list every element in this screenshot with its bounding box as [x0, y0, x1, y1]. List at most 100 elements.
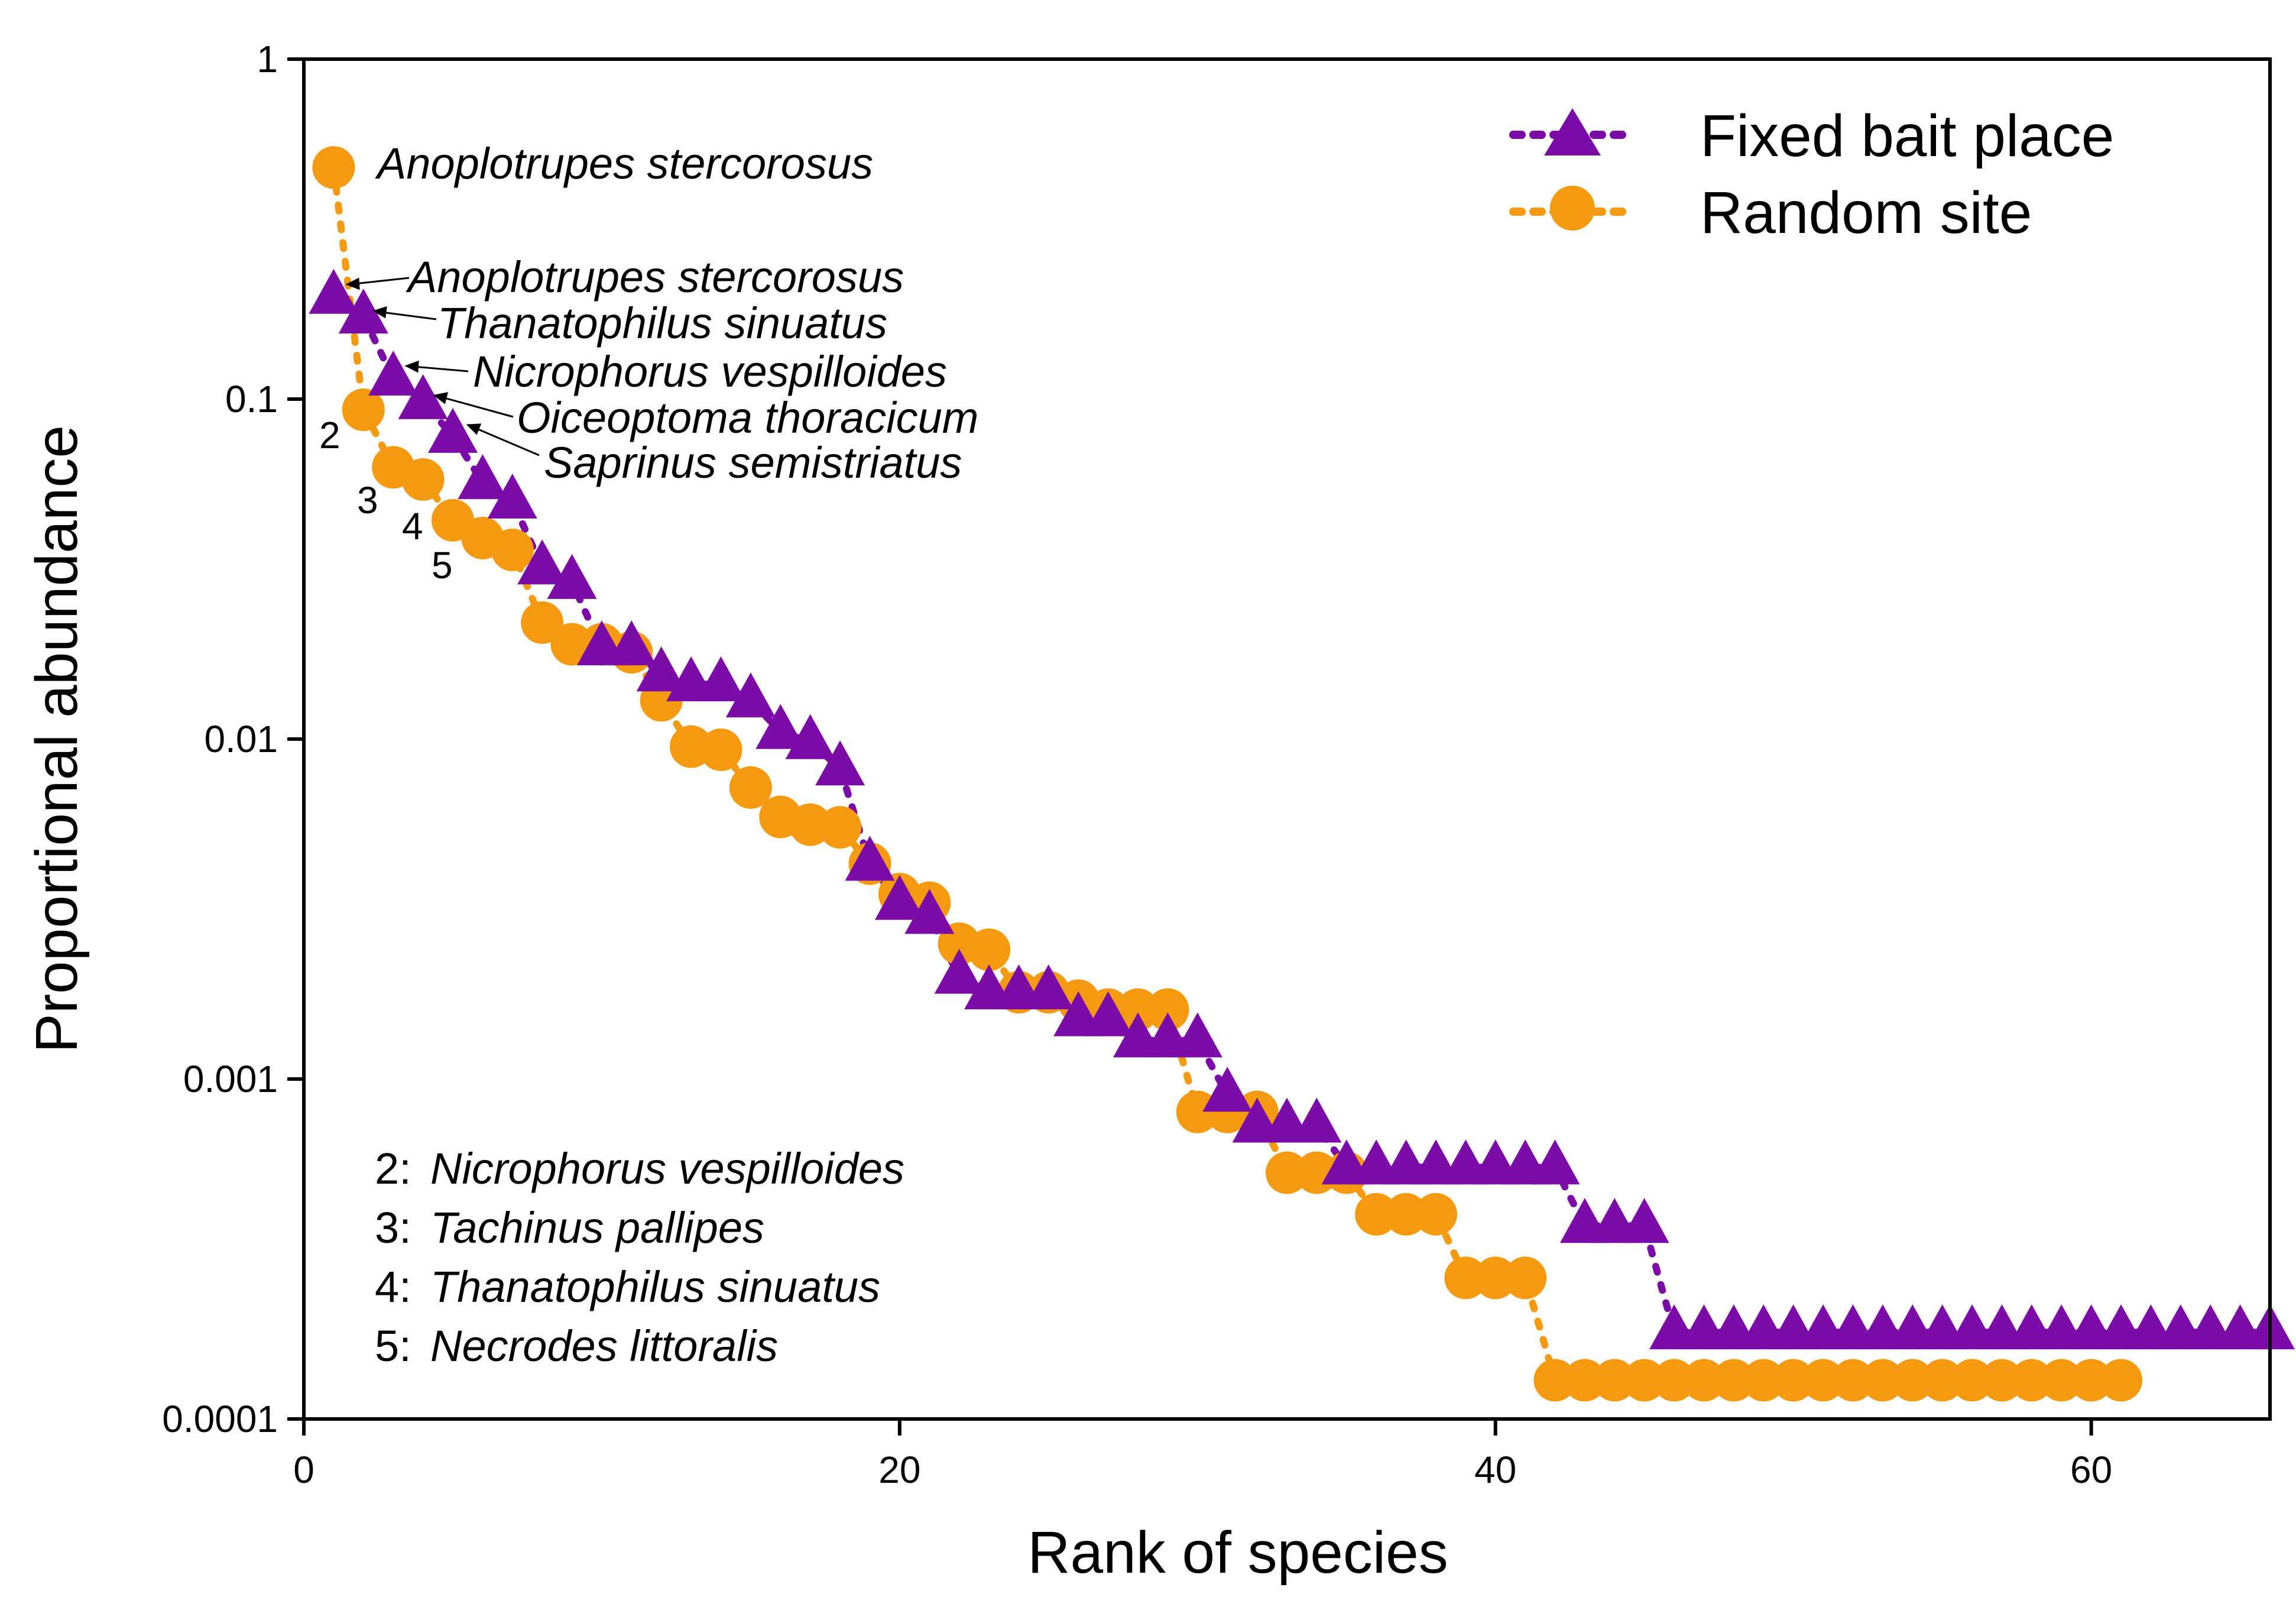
annotation-arrow [381, 311, 437, 320]
fixed-bait-point [309, 268, 359, 314]
random-site-point [1802, 1359, 1845, 1402]
fixed-bait-point [458, 454, 508, 500]
fixed-bait-point [874, 874, 925, 920]
annotation-arrowhead [466, 423, 482, 435]
random-site-point [1623, 1359, 1666, 1402]
random-site-point [1444, 1256, 1487, 1300]
fixed-bait-point [1202, 1067, 1253, 1112]
legend-random-marker-circle-icon [1550, 186, 1595, 231]
fixed-bait-point [1172, 1012, 1222, 1058]
key-number-4: 4: [375, 1262, 411, 1311]
key-name-5: Necrodes littoralis [430, 1321, 778, 1371]
y-tick-label: 1 [257, 38, 278, 80]
rank-number-5: 5 [432, 544, 453, 587]
annotation-arrow [475, 427, 540, 456]
random-site-point [1772, 1359, 1815, 1402]
annotation-arrow [354, 277, 410, 285]
random-site-point [1980, 1359, 2023, 1402]
rank-number-4: 4 [402, 505, 423, 547]
annotation-arrows [345, 277, 540, 456]
fixed-bait-point [1530, 1139, 1580, 1185]
fixed-bait-point [904, 889, 955, 934]
y-axis-title: Proportional abundance [24, 425, 90, 1053]
annotation-fixed-4: Oiceoptoma thoracicum [517, 393, 978, 442]
fixed-bait-point [1023, 964, 1074, 1010]
key-name-2: Nicrophorus vespilloides [430, 1144, 904, 1193]
legend-fixed-label: Fixed bait place [1700, 103, 2114, 169]
y-tick-label: 0.0001 [162, 1398, 278, 1440]
random-site-point [1712, 1359, 1755, 1402]
key-name-4: Thanatophilus sinuatus [430, 1262, 880, 1311]
y-tick-label: 0.1 [225, 378, 278, 420]
random-site-point [1593, 1359, 1636, 1402]
fixed-bait-point [338, 289, 388, 334]
random-site-point [1951, 1359, 1994, 1402]
fixed-bait-point [785, 714, 835, 759]
legend-fixed-marker-triangle-icon [1544, 108, 1601, 155]
random-site-point [521, 601, 564, 644]
fixed-bait-point [934, 948, 984, 994]
random-site-point [1742, 1359, 1785, 1402]
annotation-fixed-5: Saprinus semistriatus [544, 438, 962, 487]
random-site-point [491, 529, 534, 572]
rank-number-2: 2 [319, 414, 340, 456]
fixed-bait-point [368, 351, 419, 396]
random-site-point [401, 458, 445, 501]
random-site-point [1533, 1359, 1577, 1402]
x-tick-label: 0 [293, 1449, 314, 1491]
fixed-bait-point [517, 539, 567, 585]
random-site-point [1384, 1193, 1428, 1236]
key-name-3: Tachinus pallipes [430, 1203, 764, 1252]
random-site-point [1266, 1151, 1308, 1194]
x-tick-label: 40 [1474, 1449, 1516, 1491]
x-axis-ticks: 0 20 40 60 [293, 1419, 2112, 1491]
random-site-point [1921, 1359, 1964, 1402]
species-key: 2: Nicrophorus vespilloides 3: Tachinus … [375, 1144, 904, 1371]
x-tick-label: 20 [878, 1449, 920, 1491]
random-site-point [1117, 988, 1159, 1031]
annotation-fixed-1: Anoplotrupes stercorosus [406, 252, 904, 302]
random-site-point [342, 388, 385, 432]
fixed-bait-point [1083, 991, 1133, 1036]
random-site-point [1176, 1090, 1219, 1133]
random-site-point [1861, 1359, 1904, 1402]
fixed-bait-point [815, 740, 865, 786]
fixed-bait-point [725, 672, 776, 718]
fixed-bait-point [547, 554, 597, 599]
key-number-3: 3: [375, 1203, 411, 1252]
fixed-bait-point [1619, 1198, 1669, 1243]
fixed-bait-point [696, 656, 746, 702]
y-axis-ticks: 1 0.1 0.01 0.001 0.0001 [162, 38, 304, 1440]
annotation-random-top: Anoplotrupes stercorosus [375, 139, 873, 188]
random-site-point [819, 806, 862, 849]
legend-random-label: Random site [1700, 180, 2032, 246]
fixed-bait-point [755, 704, 806, 749]
species-annotations: Anoplotrupes stercorosus Anoplotrupes st… [319, 139, 978, 587]
random-site-point [1415, 1193, 1457, 1236]
annotation-fixed-3: Nicrophorus vespilloides [473, 347, 947, 396]
annotation-arrowhead [345, 277, 360, 290]
random-site-point [729, 766, 772, 809]
fixed-bait-point [607, 620, 657, 666]
random-site-point [1653, 1359, 1696, 1402]
annotation-arrowhead [372, 306, 387, 319]
random-site-point [968, 928, 1011, 971]
random-site-point [2070, 1359, 2113, 1402]
fixed-bait-point [636, 646, 686, 692]
series-markers [309, 146, 2295, 1402]
annotation-arrow [442, 396, 514, 418]
random-site-point [1563, 1359, 1606, 1402]
rank-number-3: 3 [357, 479, 378, 521]
random-site-point [312, 146, 355, 189]
random-site-point [699, 728, 742, 772]
random-site-point [2100, 1359, 2142, 1402]
annotation-fixed-2: Thanatophilus sinuatus [437, 299, 887, 348]
x-axis-title: Rank of species [1027, 1519, 1448, 1586]
annotation-arrowhead [433, 392, 449, 404]
legend: Fixed bait place Random site [1509, 103, 2114, 246]
fixed-bait-point [487, 474, 537, 519]
key-number-5: 5: [375, 1321, 411, 1371]
random-site-point [1474, 1256, 1517, 1300]
